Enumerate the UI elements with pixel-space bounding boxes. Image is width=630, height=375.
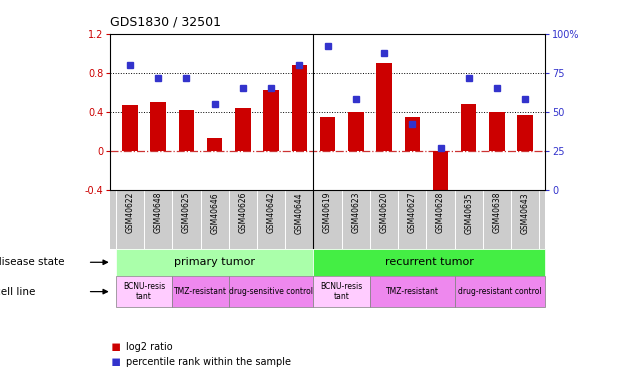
Bar xyxy=(179,110,194,151)
Bar xyxy=(517,115,533,151)
Text: GSM40638: GSM40638 xyxy=(493,192,501,234)
Text: GSM40623: GSM40623 xyxy=(352,192,360,234)
Bar xyxy=(376,63,392,151)
Text: ▪: ▪ xyxy=(110,339,120,354)
Text: GSM40628: GSM40628 xyxy=(436,192,445,233)
Text: BCNU-resis
tant: BCNU-resis tant xyxy=(123,282,165,302)
Bar xyxy=(455,276,545,308)
Text: recurrent tumor: recurrent tumor xyxy=(385,257,474,267)
Text: GSM40648: GSM40648 xyxy=(154,192,163,234)
Text: disease state: disease state xyxy=(0,257,64,267)
Bar xyxy=(116,276,173,308)
Text: GDS1830 / 32501: GDS1830 / 32501 xyxy=(110,15,221,28)
Bar xyxy=(320,117,335,151)
Bar xyxy=(235,108,251,151)
Text: GSM40627: GSM40627 xyxy=(408,192,417,234)
Text: GSM40620: GSM40620 xyxy=(379,192,389,234)
Text: percentile rank within the sample: percentile rank within the sample xyxy=(126,357,291,367)
Bar xyxy=(461,104,476,151)
Text: drug-resistant control: drug-resistant control xyxy=(458,287,542,296)
Bar xyxy=(490,112,505,151)
Text: TMZ-resistant: TMZ-resistant xyxy=(386,287,438,296)
Text: GSM40646: GSM40646 xyxy=(210,192,219,234)
Bar xyxy=(292,65,307,151)
Text: GSM40625: GSM40625 xyxy=(182,192,191,234)
Text: cell line: cell line xyxy=(0,286,35,297)
Bar xyxy=(348,112,364,151)
Bar xyxy=(314,276,370,308)
Text: GSM40642: GSM40642 xyxy=(266,192,276,234)
Bar xyxy=(173,276,229,308)
Text: GSM40622: GSM40622 xyxy=(125,192,135,233)
Bar xyxy=(433,151,449,200)
Bar xyxy=(314,249,545,276)
Bar xyxy=(404,117,420,151)
Text: GSM40626: GSM40626 xyxy=(238,192,248,234)
Text: TMZ-resistant: TMZ-resistant xyxy=(174,287,227,296)
Bar xyxy=(229,276,314,308)
Bar xyxy=(116,249,314,276)
Bar xyxy=(151,102,166,151)
Bar xyxy=(263,90,279,151)
Text: drug-sensitive control: drug-sensitive control xyxy=(229,287,313,296)
Text: GSM40635: GSM40635 xyxy=(464,192,473,234)
Text: GSM40644: GSM40644 xyxy=(295,192,304,234)
Text: GSM40643: GSM40643 xyxy=(520,192,530,234)
Text: primary tumor: primary tumor xyxy=(174,257,255,267)
Bar xyxy=(207,138,222,151)
Text: log2 ratio: log2 ratio xyxy=(126,342,173,352)
Bar xyxy=(122,105,138,151)
Bar xyxy=(370,276,455,308)
Text: GSM40619: GSM40619 xyxy=(323,192,332,234)
Text: ▪: ▪ xyxy=(110,354,120,369)
Text: BCNU-resis
tant: BCNU-resis tant xyxy=(321,282,363,302)
